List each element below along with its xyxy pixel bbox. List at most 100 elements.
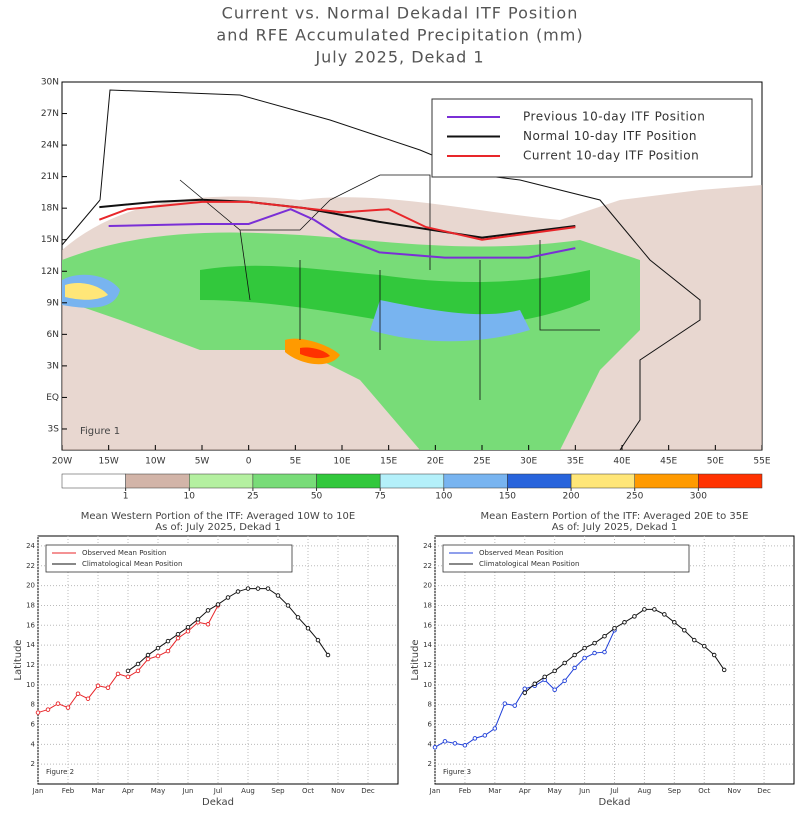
y-tick-label: 4 (31, 740, 36, 748)
point (95, 683, 101, 689)
point (632, 614, 637, 619)
y-tick-label: 2 (428, 760, 432, 768)
colorbar-label: 50 (311, 492, 323, 502)
x-tick-label: 50E (707, 457, 724, 467)
point (85, 696, 91, 701)
point (702, 643, 707, 649)
point (75, 691, 81, 696)
colorbar-label: 150 (499, 492, 516, 502)
map-legend-box (431, 98, 753, 178)
colorbar-label: 100 (435, 492, 452, 502)
itf-line (108, 208, 576, 259)
point (522, 690, 528, 695)
x-tick-label: 55E (753, 457, 770, 467)
x-tick-label: Mar (91, 787, 104, 795)
point (185, 628, 191, 634)
legend-label: Climatological Mean Position (479, 560, 579, 568)
legend-label: Observed Mean Position (82, 549, 166, 557)
color-swatch (125, 473, 190, 489)
point (35, 710, 41, 715)
point (235, 589, 241, 594)
point (642, 607, 647, 612)
x-tick-label: Mar (488, 787, 501, 795)
y-tick-label: 24N (41, 141, 59, 151)
point (145, 656, 151, 662)
x-tick-label: 35E (567, 457, 584, 467)
legend-box (45, 544, 293, 573)
x-tick-label: May (547, 787, 561, 795)
y-tick-label: 20 (26, 582, 35, 590)
point (602, 633, 607, 639)
x-tick-label: 5E (290, 457, 302, 467)
point (175, 635, 181, 641)
y-tick-label: 10 (423, 681, 432, 689)
x-tick-label: Sep (668, 787, 682, 795)
chart-title: Mean Eastern Portion of the ITF: Average… (481, 511, 749, 522)
x-tick-label: Oct (302, 787, 314, 795)
y-axis-label: Latitude (410, 639, 421, 680)
coastline (61, 89, 701, 451)
x-tick-label: Aug (638, 787, 652, 795)
point (135, 661, 141, 667)
y-tick-label: 16 (423, 621, 432, 629)
x-tick-label: Jun (182, 787, 194, 795)
x-tick-label: Apr (519, 787, 531, 795)
point (145, 652, 151, 658)
x-tick-label: Oct (698, 787, 710, 795)
point (452, 741, 458, 746)
legend-label: Observed Mean Position (479, 549, 563, 557)
x-axis-label: Dekad (202, 797, 234, 808)
point (115, 671, 121, 677)
point (165, 638, 171, 644)
point (552, 668, 557, 674)
x-tick-label: 40E (613, 457, 630, 467)
point (55, 701, 61, 706)
point (165, 648, 171, 654)
legend-label: Current 10-day ITF Position (523, 149, 699, 163)
color-swatch (443, 473, 508, 489)
x-tick-label: Nov (331, 787, 345, 795)
x-axis-label: Dekad (599, 797, 631, 808)
y-tick-label: 18 (26, 601, 35, 609)
color-swatch (189, 473, 254, 489)
x-tick-label: Jul (609, 787, 619, 795)
point (552, 687, 557, 693)
point (265, 586, 271, 591)
x-tick-label: 25E (473, 457, 490, 467)
borders (179, 174, 600, 400)
y-tick-label: 2 (31, 760, 35, 768)
legend-box (442, 544, 690, 573)
y-tick-label: 6N (47, 330, 59, 340)
x-tick-label: 30E (520, 457, 537, 467)
color-swatch (61, 473, 126, 489)
point (622, 620, 627, 625)
point (305, 626, 311, 631)
y-tick-label: 21N (41, 172, 59, 182)
point (682, 627, 687, 633)
y-tick-label: 15N (41, 235, 59, 245)
x-tick-label: Jan (32, 787, 44, 795)
point (592, 640, 597, 646)
color-swatch (507, 473, 572, 489)
x-tick-label: 15W (98, 457, 118, 467)
point (155, 653, 161, 659)
point (512, 703, 518, 708)
y-tick-label: 10 (26, 681, 35, 689)
x-tick-label: Nov (727, 787, 741, 795)
point (255, 586, 261, 591)
itf-line (98, 200, 576, 241)
x-tick-label: Sep (271, 787, 285, 795)
point (602, 649, 607, 655)
x-tick-label: 5W (195, 457, 210, 467)
x-tick-label: Aug (241, 787, 255, 795)
color-swatch (698, 473, 763, 489)
x-tick-label: 0 (246, 457, 252, 467)
annotation: Figure 2 (46, 768, 74, 776)
precip-red (300, 347, 330, 359)
legend-label: Climatological Mean Position (82, 560, 182, 568)
chart-title: Current vs. Normal Dekadal ITF Position (222, 4, 579, 23)
x-tick-label: 15E (380, 457, 397, 467)
y-tick-label: 30N (41, 78, 59, 88)
point (562, 678, 567, 684)
point (185, 625, 191, 630)
